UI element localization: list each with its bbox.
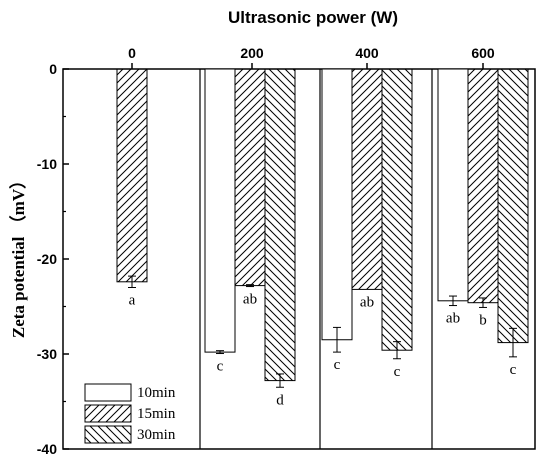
y-tick-label: -40 [37,441,57,457]
legend-swatch-30min [84,425,132,444]
x-tick-label: 400 [355,45,379,61]
bar-10min-200 [204,68,236,353]
bar-15min-0 [116,68,148,283]
bar-10min-400 [321,68,353,341]
bar-10min-600 [437,68,469,302]
significance-label: c [510,362,517,378]
y-axis-title: Zeta potential （mV） [8,172,28,338]
x-tick-label: 0 [128,45,136,61]
significance-label: ab [243,292,257,308]
legend-swatch-15min [84,404,132,423]
bar-15min-200 [234,68,266,287]
bar-30min-600 [497,68,529,344]
significance-label: c [217,359,224,375]
significance-label: c [334,357,341,373]
significance-label: ab [446,311,460,327]
significance-label: d [276,392,284,408]
significance-label: c [394,364,401,380]
significance-label: b [479,312,487,328]
significance-label: a [129,293,136,309]
y-tick-label: 0 [49,61,57,77]
y-tick-label: -10 [37,156,57,172]
legend: 10min 15min 30min [84,383,176,444]
significance-label: ab [360,294,374,310]
x-tick-label: 600 [471,45,495,61]
bar-15min-400 [351,68,383,290]
legend-label-15min: 15min [137,406,176,422]
bar-15min-600 [467,68,499,304]
y-tick-label: -30 [37,346,57,362]
x-axis-title: Ultrasonic power (W) [228,8,398,27]
bar-30min-400 [381,68,413,351]
x-tick-label: 200 [240,45,264,61]
legend-label-30min: 30min [137,427,176,443]
legend-swatch-10min [84,383,132,402]
bar-30min-200 [264,68,296,382]
y-tick-label: -20 [37,251,57,267]
plot-area: 0 -10 -20 -30 -40 0 200 400 600 c c ab a ab ab b d c c [37,45,536,457]
legend-label-10min: 10min [137,385,176,401]
